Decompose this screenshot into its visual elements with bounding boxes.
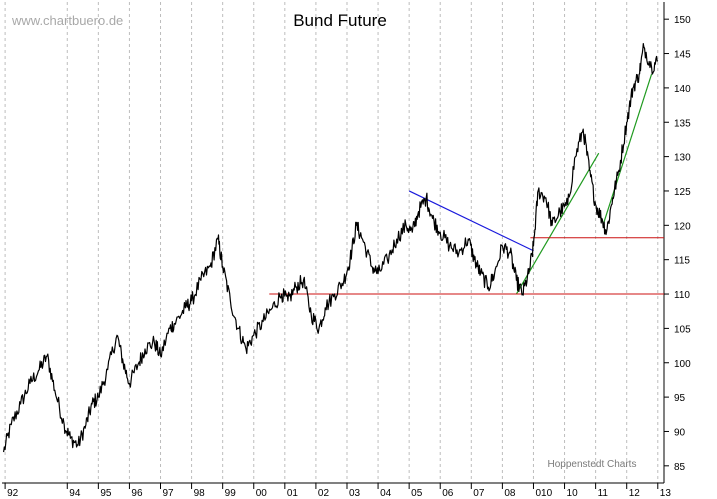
y-tick-label: 115 [674,256,690,267]
y-tick-label: 100 [674,359,691,370]
trendline [602,73,653,225]
trendline [408,190,534,252]
y-tick-label: 105 [674,324,691,335]
x-tick-label: 03 [349,488,361,499]
x-tick-label: 01 [287,488,299,499]
series [3,43,659,453]
x-tick-label: 10 [567,488,579,499]
y-axis-ticks: 85 90 95 100 105 110 115 120 125 130 135 140 145 150 [664,15,691,473]
annotations [269,73,664,295]
x-tick-label: 99 [225,488,237,499]
x-tick-label: 12 [629,488,641,499]
x-tick-label: 06 [442,488,454,499]
x-tick-label: 96 [131,488,143,499]
x-axis-ticks: 92 94 95 96 97 98 99 00 01 02 03 04 05 06 07 08 010 10 11 1… [4,483,672,499]
y-tick-label: 125 [674,187,691,198]
x-tick-label: 92 [7,488,19,499]
y-tick-label: 90 [674,427,686,438]
x-tick-label: 00 [256,488,268,499]
x-tick-label: 94 [69,488,81,499]
y-tick-label: 85 [674,462,686,473]
x-tick-label: 11 [598,488,609,499]
y-tick-label: 140 [674,84,691,95]
y-tick-label: 130 [674,153,691,164]
y-tick-label: 120 [674,221,691,232]
x-tick-label: 010 [535,488,552,499]
watermark: www.chartbuero.de [11,13,123,28]
y-tick-label: 95 [674,393,686,404]
x-tick-label: 97 [163,488,175,499]
chart-title: Bund Future [293,11,387,30]
x-tick-label: 05 [411,488,423,499]
x-tick-label: 08 [504,488,516,499]
x-tick-label: 07 [473,488,485,499]
y-tick-label: 110 [674,290,690,301]
price-line [3,43,659,453]
x-tick-label: 98 [194,488,206,499]
y-tick-label: 150 [674,15,691,26]
y-tick-label: 145 [674,50,691,61]
credit-label: Hoppenstedt Charts [548,459,637,470]
y-tick-label: 135 [674,118,691,129]
x-tick-label: 02 [318,488,330,499]
axes [2,2,665,484]
x-tick-label: 95 [100,488,112,499]
x-tick-label: 04 [380,488,392,499]
x-tick-label: 13 [660,488,672,499]
trendline [515,152,600,295]
